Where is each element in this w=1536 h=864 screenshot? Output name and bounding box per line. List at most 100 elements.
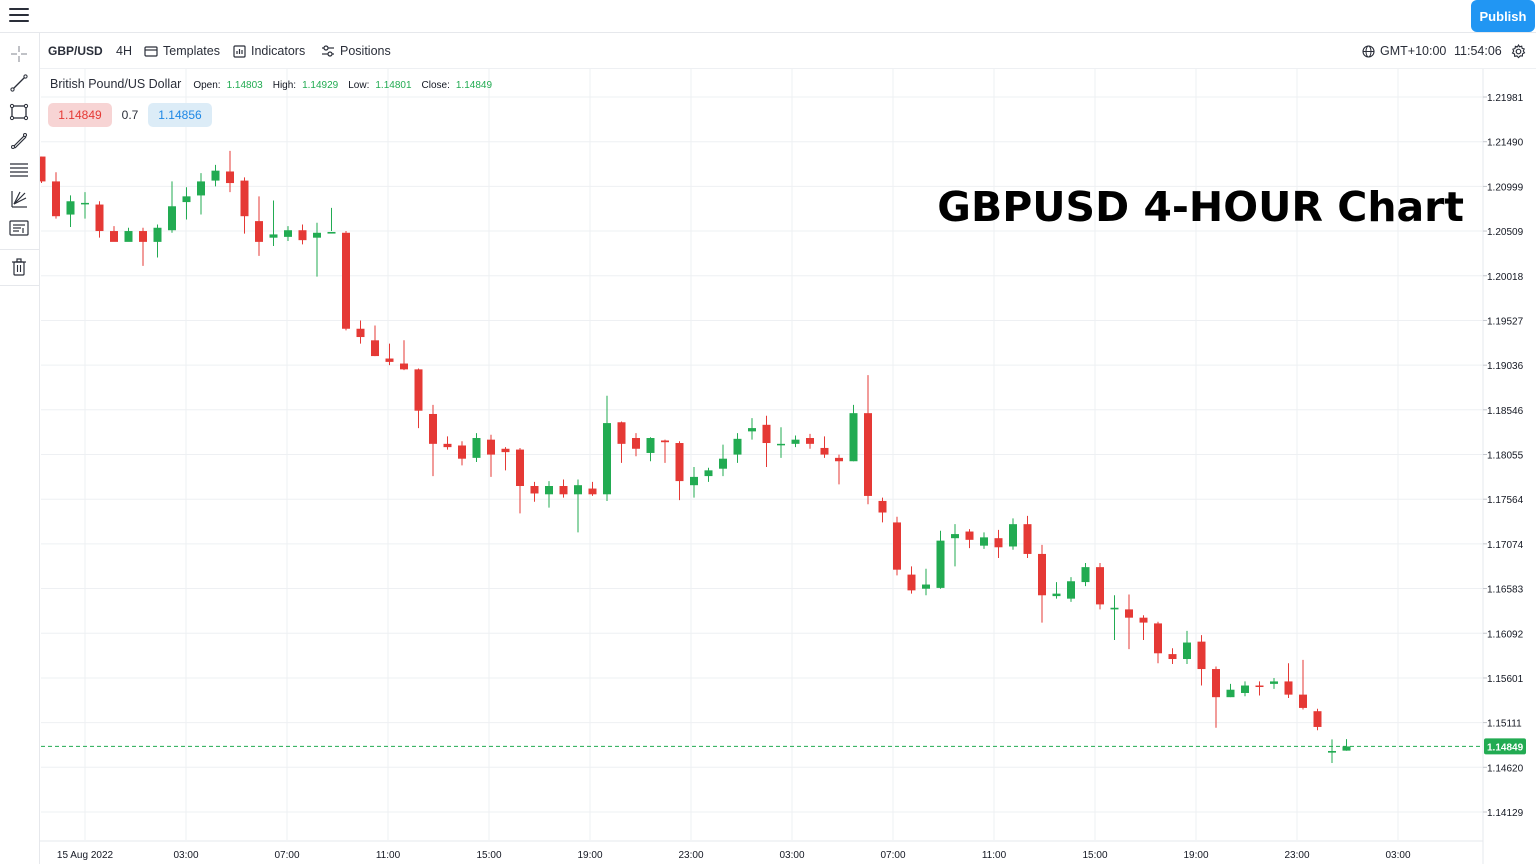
top-bar: Publish — [0, 0, 1536, 33]
candle-body — [501, 448, 510, 453]
candle-body — [1096, 567, 1104, 605]
indicators-button[interactable]: Indicators — [233, 44, 305, 58]
instrument-name: British Pound/US Dollar — [50, 77, 182, 91]
candle — [675, 441, 684, 501]
time-tick-label: 03:00 — [779, 850, 804, 861]
candle — [574, 479, 582, 533]
high-value: 1.14929 — [302, 80, 339, 91]
candle — [501, 447, 510, 471]
candle-body — [124, 231, 133, 242]
candle — [1183, 630, 1191, 665]
time-tick-label: 15:00 — [1082, 850, 1107, 861]
trade-panel: 1.14849 0.7 1.14856 — [48, 103, 212, 127]
current-price-badge — [1484, 738, 1526, 755]
candle-body — [559, 486, 568, 495]
symbol-selector[interactable]: GBP/USD — [48, 44, 103, 58]
candle-body — [936, 540, 945, 588]
candle-body — [603, 423, 611, 495]
candle — [385, 343, 394, 366]
channel-icon[interactable] — [9, 160, 29, 180]
buy-button[interactable]: 1.14856 — [148, 103, 212, 127]
candle — [1255, 681, 1264, 696]
candle — [835, 454, 843, 485]
templates-button[interactable]: Templates — [144, 44, 220, 58]
time-tick-label: 23:00 — [1284, 850, 1309, 861]
candle — [66, 195, 75, 227]
time-axis[interactable]: 15 Aug 2022 03:00 07:00 11:00 15:00 19:00 23:0… — [40, 840, 1483, 861]
candle-body — [1226, 689, 1235, 698]
candle-body — [1168, 654, 1177, 660]
candle-body — [1125, 609, 1133, 618]
low-value: 1.14801 — [375, 80, 412, 91]
open-label: Open: — [193, 80, 221, 91]
candle — [1168, 648, 1177, 665]
time-tick-label: 03:00 — [1385, 850, 1410, 861]
hamburger-menu-icon[interactable] — [9, 8, 29, 24]
candle — [791, 435, 800, 448]
price-tick-label: 1.18055 — [1487, 451, 1524, 462]
timezone-selector[interactable]: GMT+10:00 — [1362, 44, 1446, 58]
candle — [487, 434, 495, 477]
candle-body — [1328, 750, 1336, 753]
candle — [748, 418, 756, 440]
close-label: Close: — [421, 80, 450, 91]
candle-body — [922, 584, 930, 589]
candle-body — [1139, 617, 1148, 623]
candle — [907, 566, 916, 594]
candle — [849, 404, 858, 462]
price-tick-label: 1.15111 — [1487, 719, 1522, 730]
candle — [95, 201, 104, 238]
crosshair-icon[interactable] — [9, 44, 29, 64]
sell-button[interactable]: 1.14849 — [48, 103, 112, 127]
candle — [1052, 582, 1061, 599]
high-label: High: — [272, 80, 297, 91]
candle-body — [588, 488, 597, 495]
open-value: 1.14803 — [226, 80, 263, 91]
pitchfork-icon[interactable] — [9, 189, 29, 209]
candle — [269, 200, 278, 246]
candle — [414, 368, 423, 429]
candle-body — [661, 440, 669, 443]
candle — [762, 415, 771, 467]
candle-body — [1197, 641, 1206, 670]
candle — [646, 437, 655, 462]
candle-body — [342, 232, 350, 329]
trend-line-icon[interactable] — [9, 73, 29, 93]
publish-button[interactable]: Publish — [1471, 0, 1535, 32]
indicators-icon — [233, 44, 246, 58]
settings-button[interactable] — [1511, 44, 1526, 59]
positions-label: Positions — [340, 44, 391, 58]
fib-icon[interactable] — [9, 131, 29, 151]
candle — [632, 433, 640, 457]
candle — [1284, 663, 1293, 698]
candle-body — [414, 369, 423, 411]
positions-button[interactable]: Positions — [321, 44, 391, 58]
template-icon — [144, 46, 158, 57]
candle-body — [1110, 607, 1119, 610]
gear-icon — [1511, 44, 1526, 59]
candle — [255, 196, 263, 256]
interval-selector[interactable]: 4H — [116, 44, 132, 58]
candle — [922, 568, 930, 596]
candle-body — [211, 170, 220, 181]
candle — [1342, 739, 1351, 751]
candle-body — [226, 171, 234, 184]
rectangle-icon[interactable] — [9, 102, 29, 122]
candle-body — [472, 438, 481, 458]
spread-value: 0.7 — [121, 108, 139, 122]
current-price-label: 1.14849 — [1487, 742, 1524, 753]
price-axis[interactable]: 1.21981 1.21490 1.20999 1.20509 1.20018 1.195… — [1482, 69, 1526, 864]
text-note-icon[interactable] — [9, 218, 29, 238]
candle-body — [1212, 669, 1220, 698]
candle — [893, 516, 901, 576]
candle — [226, 150, 234, 193]
close-value: 1.14849 — [455, 80, 493, 91]
candle-body — [835, 457, 843, 462]
candle-body — [37, 156, 46, 182]
candle — [820, 436, 829, 458]
sidebar-divider — [0, 249, 39, 250]
globe-icon — [1362, 44, 1375, 58]
trash-icon[interactable] — [9, 257, 29, 277]
ohlc-legend: British Pound/US Dollar Open: 1.14803 Hi… — [50, 77, 496, 91]
